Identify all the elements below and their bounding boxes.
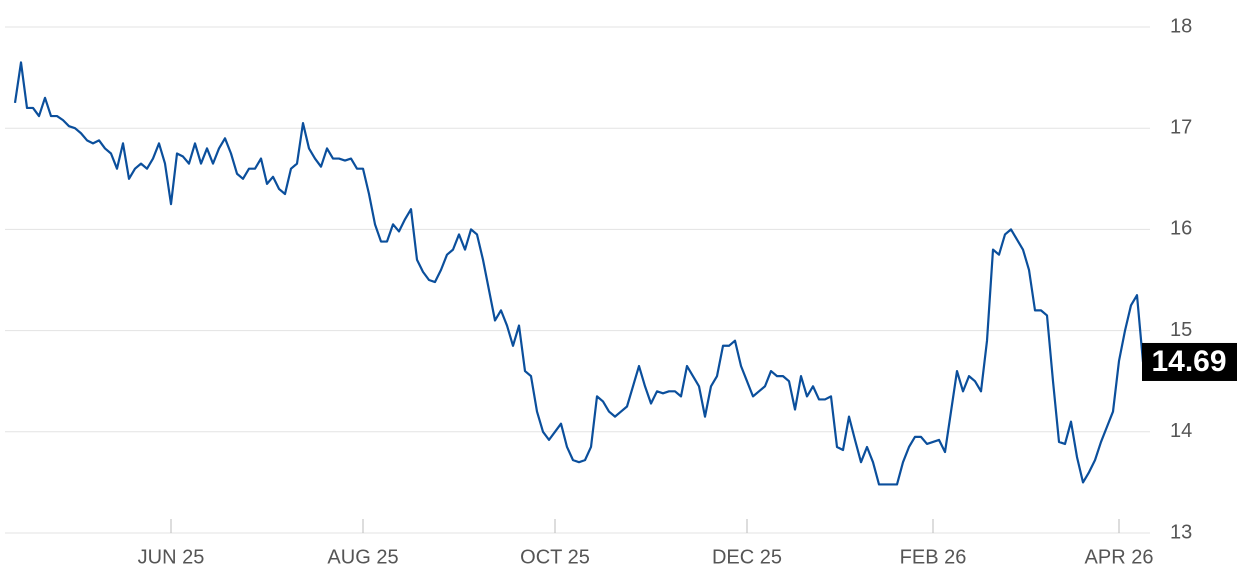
x-tick-label: FEB 26 (900, 546, 967, 568)
y-tick-label: 17 (1170, 116, 1192, 138)
x-tick-label: AUG 25 (327, 546, 398, 568)
y-tick-label: 16 (1170, 218, 1192, 240)
x-tick-label: JUN 25 (138, 546, 205, 568)
x-tick-label: OCT 25 (520, 546, 590, 568)
x-tick-label: APR 26 (1085, 546, 1154, 568)
price-line (13, 61, 1145, 486)
y-tick-label: 14 (1170, 420, 1192, 442)
y-tick-label: 15 (1170, 319, 1192, 341)
x-tick-label: DEC 25 (712, 546, 782, 568)
y-tick-label: 18 (1170, 15, 1192, 37)
y-tick-label: 13 (1170, 521, 1192, 543)
last-value-badge (1142, 342, 1237, 381)
last-value-label: 14.69 (1151, 345, 1226, 378)
